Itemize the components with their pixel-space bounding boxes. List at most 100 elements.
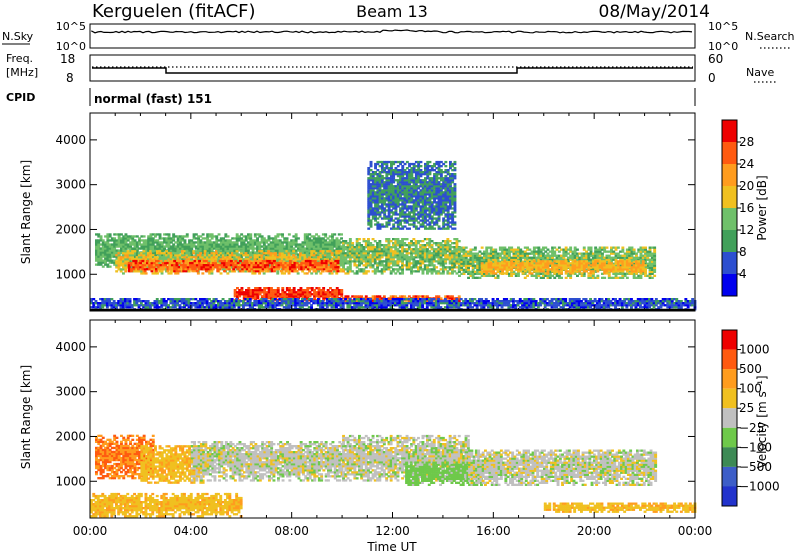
heatmap-cell: [255, 254, 259, 257]
heatmap-cell: [625, 248, 629, 251]
heatmap-cell: [95, 253, 98, 256]
heatmap-cell: [337, 256, 341, 259]
heatmap-cell: [380, 262, 384, 265]
heatmap-cell: [267, 291, 271, 294]
heatmap-cell: [163, 233, 166, 236]
heatmap-cell: [360, 244, 364, 247]
heatmap-cell: [339, 270, 343, 273]
heatmap-cell: [287, 258, 291, 261]
heatmap-cell: [202, 264, 206, 267]
heatmap-cell: [546, 276, 550, 279]
heatmap-cell: [155, 259, 158, 263]
heatmap-cell: [215, 253, 219, 256]
heatmap-cell: [237, 254, 241, 257]
heatmap-cell: [441, 266, 445, 269]
heatmap-cell: [249, 289, 253, 292]
heatmap-cell: [306, 233, 309, 236]
heatmap-cell: [389, 262, 393, 265]
heatmap-cell: [428, 262, 432, 265]
heatmap-cell: [435, 295, 438, 298]
heatmap-cell: [251, 258, 255, 261]
heatmap-cell: [156, 262, 159, 265]
heatmap-cell: [458, 268, 461, 271]
heatmap-cell: [197, 235, 200, 238]
heatmap-cell: [263, 264, 267, 267]
heatmap-cell: [226, 235, 230, 238]
heatmap-cell: [501, 268, 504, 271]
heatmap-cell: [326, 289, 330, 292]
heatmap-cell: [371, 297, 375, 300]
heatmap-cell: [260, 256, 264, 259]
heatmap-cell: [152, 268, 156, 271]
heatmap-cell: [267, 239, 271, 242]
heatmap-cell: [253, 239, 257, 242]
heatmap-cell: [207, 264, 211, 267]
heatmap-cell: [251, 253, 255, 256]
heatmap-cell: [498, 270, 502, 273]
heatmap-cell: [285, 287, 289, 290]
heatmap-cell: [167, 241, 171, 244]
heatmap-cell: [648, 262, 652, 265]
heatmap-cell: [227, 259, 231, 263]
heatmap-cell: [473, 264, 477, 267]
heatmap-cell: [221, 252, 225, 255]
heatmap-cell: [174, 252, 178, 255]
heatmap-cell: [194, 256, 198, 259]
heatmap-cell: [257, 259, 260, 263]
heatmap-cell: [97, 251, 101, 254]
heatmap-cell: [146, 264, 149, 267]
heatmap-cell: [206, 247, 210, 250]
heatmap-cell: [532, 274, 536, 277]
heatmap-cell: [589, 250, 593, 253]
heatmap-cell: [483, 270, 486, 273]
heatmap-cell: [435, 270, 438, 273]
heatmap-cell: [270, 291, 273, 294]
heatmap-cell: [174, 245, 178, 248]
heatmap-cell: [276, 260, 280, 263]
heatmap-cell: [398, 260, 402, 263]
heatmap-cell: [145, 247, 148, 250]
heatmap-cell: [598, 254, 602, 257]
heatmap-cell: [264, 270, 268, 273]
heatmap-cell: [233, 245, 237, 248]
heatmap-cell: [124, 256, 128, 259]
heatmap-cell: [237, 256, 241, 259]
heatmap-cell: [149, 245, 153, 248]
heatmap-cell: [285, 251, 289, 254]
heatmap-cell: [140, 256, 144, 259]
heatmap-cell: [207, 266, 211, 269]
heatmap-cell: [587, 276, 591, 279]
heatmap-cell: [621, 258, 625, 261]
heatmap-cell: [286, 261, 290, 265]
heatmap-cell: [398, 266, 402, 269]
heatmap-cell: [451, 260, 454, 263]
heatmap-cell: [290, 243, 294, 246]
heatmap-cell: [387, 252, 391, 255]
heatmap-cell: [279, 266, 283, 269]
heatmap-cell: [532, 246, 536, 249]
heatmap-cell: [508, 256, 511, 259]
heatmap-cell: [494, 276, 498, 279]
heatmap-cell: [410, 262, 413, 265]
heatmap-cell: [145, 241, 148, 244]
heatmap-cell: [175, 261, 179, 265]
heatmap-cell: [119, 268, 123, 271]
nsearch-label: N.Search: [745, 30, 795, 43]
heatmap-cell: [235, 253, 239, 256]
heatmap-cell: [348, 240, 352, 243]
heatmap-cell: [548, 276, 552, 279]
heatmap-cell: [307, 268, 310, 271]
heatmap-cell: [287, 250, 291, 253]
heatmap-cell: [269, 245, 273, 248]
heatmap-cell: [510, 274, 514, 277]
heatmap-cell: [142, 256, 146, 259]
heatmap-cell: [333, 256, 336, 259]
heatmap-cell: [432, 250, 436, 253]
heatmap-cell: [364, 242, 368, 245]
heatmap-cell: [566, 252, 570, 255]
heatmap-cell: [238, 289, 242, 292]
heatmap-cell: [394, 262, 398, 265]
heatmap-cell: [138, 241, 141, 244]
heatmap-cell: [133, 239, 137, 242]
heatmap-cell: [317, 258, 320, 261]
